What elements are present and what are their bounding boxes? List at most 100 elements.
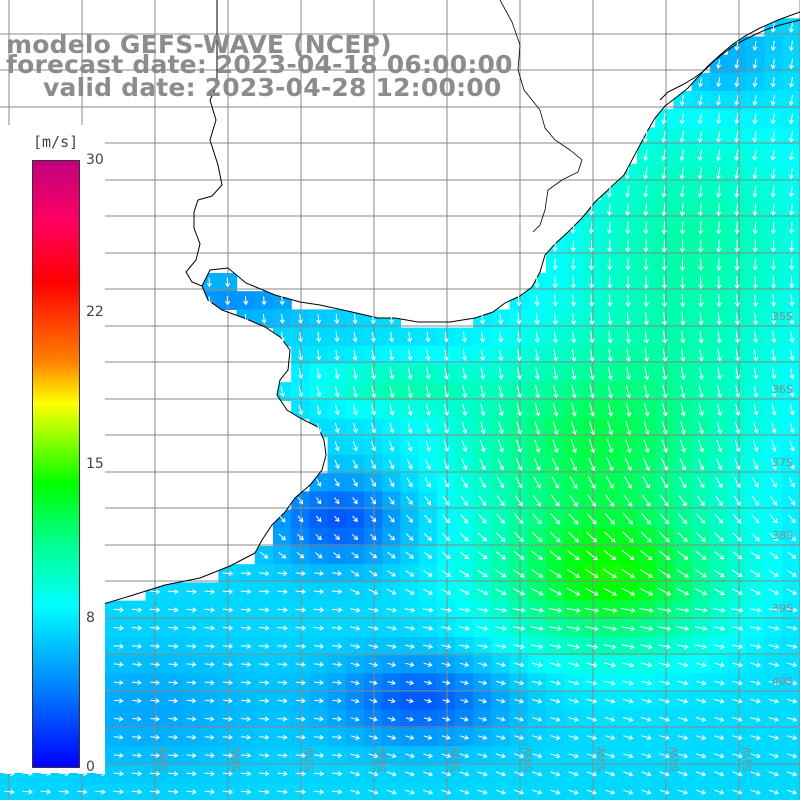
wind-arrow: [422, 643, 434, 649]
wind-arrow: [168, 607, 179, 613]
wind-arrow: [295, 589, 307, 595]
wind-arrow: [259, 625, 270, 631]
wind-arrow: [369, 716, 378, 722]
wind-arrow: [607, 420, 614, 436]
wind-arrow: [514, 495, 523, 507]
wind-arrow: [534, 276, 540, 289]
wind-arrow: [770, 458, 777, 470]
wind-arrow: [770, 58, 776, 70]
wind-arrow: [423, 734, 433, 740]
wind-arrow: [149, 625, 161, 631]
wind-arrow: [567, 550, 580, 561]
wind-arrow: [680, 294, 686, 308]
wind-arrow: [459, 532, 469, 542]
wind-arrow: [425, 367, 431, 380]
wind-arrow: [150, 698, 160, 704]
wind-arrow: [789, 313, 795, 325]
wind-arrow: [625, 439, 632, 454]
wind-arrow: [716, 421, 723, 435]
wind-arrow: [679, 167, 685, 180]
wind-arrow: [534, 367, 540, 380]
wind-arrow: [422, 625, 434, 631]
longitude-label: 52W: [668, 747, 681, 772]
wind-arrow: [386, 753, 397, 759]
wind-arrow: [407, 367, 413, 380]
wind-arrow: [516, 439, 523, 453]
wind-arrow: [132, 698, 142, 704]
wind-arrow: [607, 439, 614, 454]
wind-arrow: [788, 167, 794, 180]
wind-arrow: [789, 294, 795, 307]
wind-arrow: [531, 550, 543, 560]
wind-arrow: [370, 313, 376, 325]
wind-arrow: [566, 607, 581, 613]
wind-arrow: [677, 771, 688, 777]
wind-arrow: [204, 625, 216, 631]
wind-arrow: [279, 515, 286, 523]
wind-arrow: [588, 439, 596, 454]
wind-arrow: [750, 789, 761, 795]
wind-arrow: [514, 698, 524, 704]
wind-arrow: [460, 514, 469, 524]
wind-arrow: [623, 735, 634, 741]
wind-arrow: [113, 752, 124, 758]
wind-arrow: [789, 385, 795, 398]
wind-arrow: [313, 734, 325, 740]
wind-arrow: [241, 734, 252, 740]
longitude-label: 59W: [157, 747, 170, 772]
wind-arrow: [350, 588, 361, 595]
wind-arrow: [734, 257, 740, 271]
wind-arrow: [298, 368, 304, 380]
wind-arrow: [350, 662, 361, 668]
wind-arrow: [331, 771, 343, 777]
wind-arrow: [513, 753, 525, 759]
wind-arrow: [676, 587, 690, 596]
wind-arrow: [570, 294, 577, 307]
wind-arrow: [566, 568, 581, 578]
wind-arrow: [478, 476, 486, 489]
wind-arrow: [149, 789, 161, 795]
wind-arrow: [298, 331, 304, 343]
wind-arrow: [643, 185, 649, 198]
wind-arrow: [387, 698, 396, 704]
wind-arrow: [571, 384, 577, 399]
wind-arrow: [296, 552, 305, 559]
wind-arrow: [131, 771, 143, 777]
wind-arrow: [295, 789, 307, 795]
wind-arrow: [241, 680, 252, 686]
wind-arrow: [477, 789, 488, 795]
wind-arrow: [477, 753, 488, 759]
wind-arrow: [677, 532, 688, 543]
wind-arrow: [277, 570, 288, 577]
wind-arrow: [313, 661, 325, 667]
wind-arrow: [498, 403, 504, 417]
wind-arrow: [732, 716, 743, 722]
wind-arrow: [679, 239, 686, 253]
wind-arrow: [459, 789, 470, 795]
wind-arrow: [425, 459, 431, 470]
wind-arrow: [589, 348, 595, 362]
wind-arrow: [713, 588, 726, 596]
wind-arrow: [715, 495, 723, 506]
wind-arrow: [750, 753, 761, 759]
wind-arrow: [698, 312, 704, 326]
wind-arrow: [752, 185, 758, 198]
wind-arrow: [495, 532, 506, 542]
coastline: [0, 0, 800, 627]
wind-arrow: [480, 403, 486, 417]
wind-arrow: [442, 477, 450, 488]
wind-arrow: [643, 131, 649, 143]
wind-arrow: [222, 789, 234, 795]
wind-arrow: [715, 167, 722, 180]
wind-arrow: [425, 331, 431, 343]
wind-arrow: [277, 661, 288, 668]
wind-arrow: [716, 312, 722, 326]
wind-arrow: [770, 113, 776, 125]
wind-arrow: [423, 680, 433, 686]
wind-arrow: [643, 221, 649, 235]
wind-arrow: [732, 698, 743, 704]
wind-arrow: [732, 789, 743, 795]
wind-arrow: [350, 771, 361, 777]
wind-arrow: [277, 680, 288, 686]
wind-arrow: [530, 587, 544, 596]
